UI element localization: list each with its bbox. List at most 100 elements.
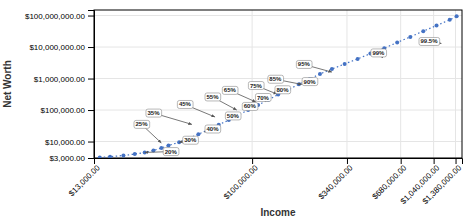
x-tick: $100,000.00 bbox=[222, 158, 260, 201]
annotation-box bbox=[248, 82, 264, 90]
y-tick-label: $10,000,000.00 bbox=[29, 43, 85, 52]
point bbox=[121, 154, 125, 158]
annotation: 60% bbox=[242, 102, 258, 110]
annotation-box bbox=[163, 148, 179, 156]
y-tick: $100,000.00 bbox=[41, 106, 95, 115]
annotation: 50% bbox=[225, 112, 241, 120]
grid-line-x bbox=[433, 10, 434, 158]
chart: $13,000.00$100,000.00$340,000.00$680,000… bbox=[0, 0, 474, 220]
point bbox=[108, 155, 112, 158]
grid-line-y bbox=[94, 47, 462, 48]
annotation: 30% bbox=[183, 136, 199, 144]
annotation: 35% bbox=[146, 109, 162, 117]
point bbox=[159, 146, 163, 150]
point bbox=[196, 132, 200, 136]
y-tick-label: $100,000.00 bbox=[41, 106, 86, 115]
annotation: 20% bbox=[163, 148, 179, 156]
plot: $13,000.00$100,000.00$340,000.00$680,000… bbox=[25, 10, 464, 206]
annotation: 85% bbox=[268, 75, 284, 83]
grid-line-y bbox=[94, 141, 462, 142]
grid bbox=[94, 10, 462, 158]
annotation-box bbox=[222, 86, 238, 94]
annotation-box bbox=[177, 100, 193, 108]
y-tick: $3,000.00 bbox=[49, 154, 94, 163]
annotation: 75% bbox=[248, 82, 264, 90]
annotation-text: 99% bbox=[372, 50, 385, 56]
point bbox=[98, 156, 102, 158]
grid-line-x bbox=[455, 10, 456, 158]
point bbox=[421, 29, 425, 33]
annotation-box bbox=[296, 60, 312, 68]
annotation-text: 35% bbox=[147, 110, 160, 116]
annotation: 99.5% bbox=[419, 37, 440, 45]
y-tick-label: $10,000.00 bbox=[45, 138, 86, 147]
annotation-text: 45% bbox=[179, 101, 192, 107]
annotation-box bbox=[205, 125, 221, 133]
point bbox=[167, 143, 171, 147]
grid-line-y bbox=[94, 15, 462, 16]
y-tick: $10,000.00 bbox=[45, 138, 94, 147]
annotation-box bbox=[134, 120, 150, 128]
y-tick-label: $1,000,000.00 bbox=[34, 75, 86, 84]
annotation-box bbox=[183, 136, 199, 144]
annotation-text: 65% bbox=[224, 87, 237, 93]
annotation-box bbox=[205, 93, 221, 101]
y-tick: $1,000,000.00 bbox=[34, 75, 94, 84]
annotation: 99% bbox=[371, 49, 387, 57]
x-tick-label: $1,380,000.00 bbox=[421, 163, 464, 206]
x-axis: $13,000.00$100,000.00$340,000.00$680,000… bbox=[67, 158, 464, 206]
annotation: 55% bbox=[205, 93, 221, 101]
point bbox=[408, 35, 412, 39]
y-tick-mark bbox=[88, 47, 94, 48]
annotation: 65% bbox=[222, 86, 238, 94]
y-tick-label: $100,000,000.00 bbox=[25, 12, 86, 21]
annotation-box bbox=[225, 112, 241, 120]
y-tick: $10,000,000.00 bbox=[29, 43, 94, 52]
annotation: 80% bbox=[275, 86, 291, 94]
plot-frame bbox=[94, 10, 462, 158]
annotation-text: 99.5% bbox=[421, 38, 439, 44]
annotation: 90% bbox=[302, 78, 318, 86]
point bbox=[395, 40, 399, 44]
x-tick-label: $100,000.00 bbox=[222, 163, 260, 201]
annotation-text: 80% bbox=[276, 87, 289, 93]
annotation-box bbox=[242, 102, 258, 110]
x-tick-label: $13,000.00 bbox=[67, 163, 102, 198]
annotation: 95% bbox=[296, 60, 312, 68]
point bbox=[455, 14, 459, 18]
y-axis-line bbox=[88, 11, 95, 159]
annotation-text: 95% bbox=[298, 61, 311, 67]
annotation-text: 40% bbox=[207, 126, 220, 132]
point bbox=[318, 72, 322, 76]
annotation: 25% bbox=[134, 120, 150, 128]
annotation-box bbox=[275, 86, 291, 94]
data-layer bbox=[98, 14, 459, 158]
x-tick-label: $340,000.00 bbox=[317, 163, 355, 201]
annotation-text: 20% bbox=[165, 149, 178, 155]
grid-line-x bbox=[400, 10, 401, 158]
y-axis-title: Net Worth bbox=[2, 60, 13, 108]
annotation-box bbox=[419, 37, 440, 45]
y-tick-label: $3,000.00 bbox=[49, 154, 85, 163]
grid-line-x bbox=[346, 10, 347, 158]
point bbox=[330, 67, 334, 71]
annotation-text: 85% bbox=[269, 76, 282, 82]
x-tick: $13,000.00 bbox=[67, 158, 102, 198]
annotation-box bbox=[255, 94, 271, 102]
annotation-box bbox=[146, 109, 162, 117]
annotation-box bbox=[302, 78, 318, 86]
point bbox=[343, 62, 347, 66]
annotation-text: 25% bbox=[136, 121, 149, 127]
point bbox=[356, 57, 360, 61]
y-axis: $3,000.00 $10,000.00 $100,000.00 $1,000,000… bbox=[25, 11, 95, 164]
point bbox=[448, 18, 452, 22]
point bbox=[133, 152, 137, 156]
annotation-text: 30% bbox=[184, 137, 197, 143]
annotation: 45% bbox=[177, 100, 193, 108]
y-tick-mark bbox=[88, 158, 94, 159]
y-tick-mark bbox=[88, 142, 94, 143]
annotation: 70% bbox=[255, 94, 271, 102]
series-line bbox=[100, 16, 457, 157]
point bbox=[435, 24, 439, 28]
y-tick: $100,000,000.00 bbox=[25, 12, 94, 21]
